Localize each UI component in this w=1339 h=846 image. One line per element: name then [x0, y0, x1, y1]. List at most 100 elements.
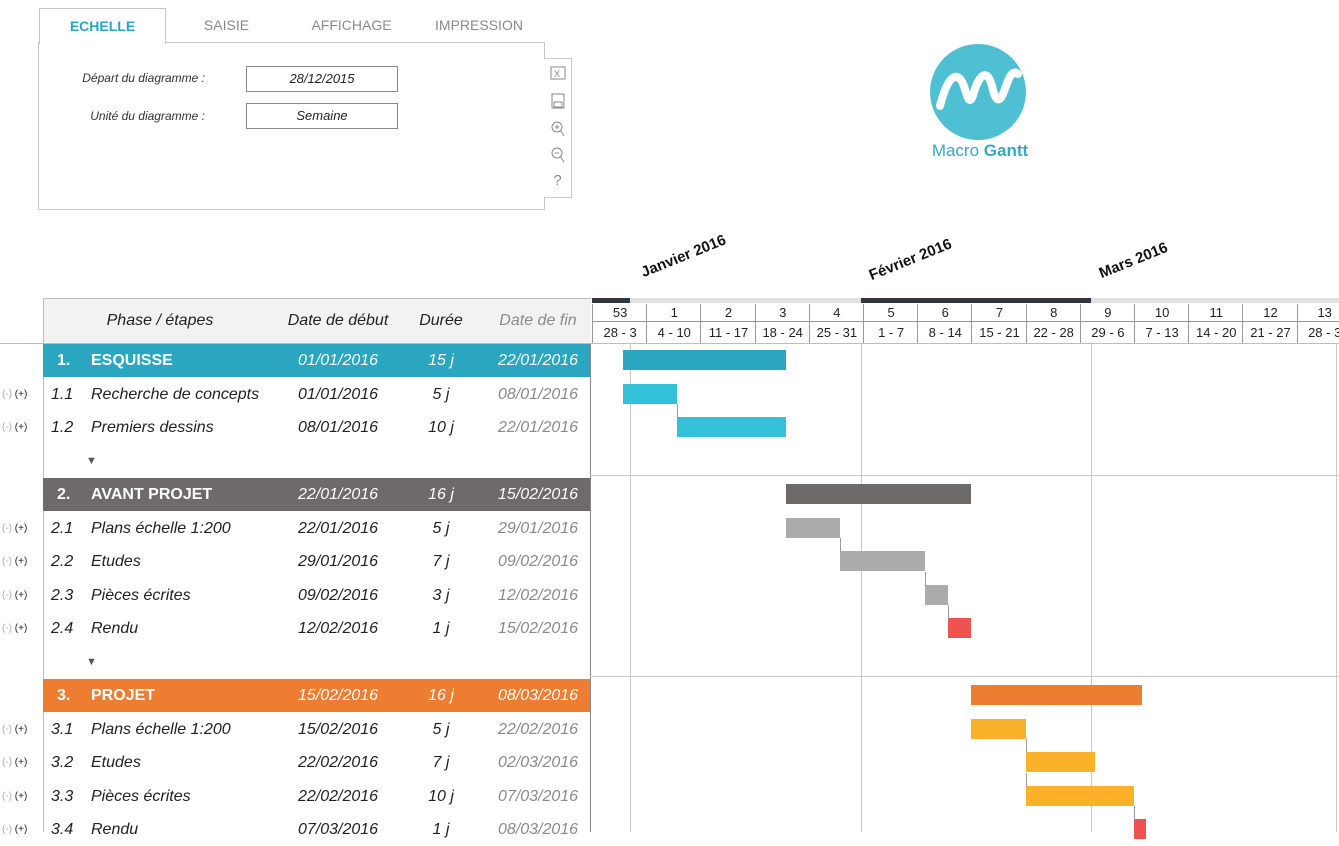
expand-toggle-icon[interactable]: ▼: [86, 655, 97, 668]
row-start-date: 12/02/2016: [297, 620, 379, 637]
task-bar[interactable]: [839, 551, 925, 571]
phase-bar[interactable]: [971, 685, 1142, 705]
start-date-field[interactable]: 28/12/2015: [246, 66, 398, 92]
logo-wordmark: Macro Gantt: [931, 141, 1029, 160]
row-controls[interactable]: (-) (+): [2, 612, 40, 645]
row-name: Recherche de concepts: [91, 385, 260, 403]
collapse-icon[interactable]: (-): [2, 824, 12, 835]
task-row[interactable]: 3.4 Rendu 07/03/2016 1 j 08/03/2016: [43, 813, 590, 846]
task-row[interactable]: 2.4 Rendu 12/02/2016 1 j 15/02/2016: [43, 612, 590, 645]
row-name: Plans échelle 1:200: [91, 720, 231, 738]
task-row[interactable]: 2.2 Etudes 29/01/2016 7 j 09/02/2016: [43, 545, 590, 578]
row-controls[interactable]: (-) (+): [2, 411, 40, 444]
phase-separator: [590, 676, 1339, 677]
phase-row[interactable]: 3. PROJET 15/02/2016 16 j 08/03/2016: [43, 679, 590, 712]
expand-toggle-icon[interactable]: ▼: [86, 454, 97, 467]
collapse-icon[interactable]: (-): [2, 422, 12, 433]
row-start-date: 15/02/2016: [297, 720, 379, 738]
col-header-duration: Durée: [419, 312, 463, 329]
dependency-connector: [948, 605, 950, 619]
zoom-out-icon[interactable]: [544, 146, 571, 169]
week-range: 8 - 14: [928, 325, 962, 340]
row-end-date: 12/02/2016: [497, 586, 579, 604]
task-bar[interactable]: [677, 417, 786, 437]
week-column-header: 5 1 - 7: [863, 304, 919, 344]
task-bar[interactable]: [1134, 819, 1146, 839]
task-row[interactable]: 2.1 Plans échelle 1:200 22/01/2016 5 j 29/01…: [43, 512, 590, 545]
row-controls[interactable]: (-) (+): [2, 713, 40, 746]
tab-affichage[interactable]: AFFICHAGE: [311, 17, 392, 33]
expand-icon[interactable]: (+): [12, 723, 28, 735]
task-bar[interactable]: [948, 618, 972, 638]
expand-icon[interactable]: (+): [12, 824, 28, 835]
collapse-icon[interactable]: (-): [2, 723, 12, 735]
dependency-connector: [1134, 806, 1135, 820]
row-number: 2.4: [51, 620, 74, 637]
phase-row[interactable]: 1. ESQUISSE 01/01/2016 15 j 22/01/2016: [43, 344, 590, 377]
row-controls[interactable]: (-) (+): [2, 780, 40, 813]
week-number: 6: [918, 304, 973, 322]
tab-impression[interactable]: IMPRESSION: [435, 17, 523, 33]
week-number: 8: [1026, 304, 1081, 322]
task-bar[interactable]: [1025, 752, 1096, 772]
phase-row[interactable]: 2. AVANT PROJET 22/01/2016 16 j 15/02/2016: [43, 478, 590, 511]
week-range: 29 - 6: [1091, 325, 1125, 340]
task-row[interactable]: 3.3 Pièces écrites 22/02/2016 10 j 07/03/201…: [43, 780, 590, 813]
excel-icon[interactable]: X: [544, 65, 571, 86]
help-icon[interactable]: ?: [553, 172, 562, 189]
task-row[interactable]: 1.2 Premiers dessins 08/01/2016 10 j 22/01/2…: [43, 411, 590, 444]
week-number: 2: [701, 304, 756, 322]
expand-icon[interactable]: (+): [12, 623, 28, 634]
dependency-connector: [677, 404, 679, 418]
zoom-in-icon[interactable]: [544, 120, 571, 143]
collapse-icon[interactable]: (-): [2, 623, 12, 634]
row-controls[interactable]: (-) (+): [2, 746, 40, 779]
task-row[interactable]: 3.1 Plans échelle 1:200 15/02/2016 5 j 22/02…: [43, 713, 590, 746]
row-start-date: 08/01/2016: [297, 419, 379, 436]
task-bar[interactable]: [785, 517, 840, 538]
tab-saisie[interactable]: SAISIE: [203, 17, 250, 33]
task-bar[interactable]: [622, 383, 678, 404]
save-icon[interactable]: [544, 93, 571, 114]
collapse-icon[interactable]: (-): [2, 388, 12, 400]
expand-icon[interactable]: (+): [12, 522, 28, 534]
row-duration: 7 j: [432, 553, 450, 570]
expand-icon[interactable]: (+): [12, 589, 28, 601]
expand-icon[interactable]: (+): [12, 388, 28, 400]
tab-echelle[interactable]: ECHELLE: [39, 8, 166, 44]
task-row[interactable]: 3.2 Etudes 22/02/2016 7 j 02/03/2016: [43, 746, 590, 779]
row-duration: 1 j: [432, 821, 450, 838]
expand-icon[interactable]: (+): [12, 556, 28, 567]
expand-icon[interactable]: (+): [12, 790, 28, 802]
row-end-date: 02/03/2016: [497, 754, 579, 771]
task-row[interactable]: 1.1 Recherche de concepts 01/01/2016 5 j 08/…: [43, 378, 590, 411]
task-bar[interactable]: [924, 584, 949, 605]
collapse-icon[interactable]: (-): [2, 790, 12, 802]
task-bar[interactable]: [1025, 785, 1134, 806]
week-column-header: 12 21 - 27: [1242, 304, 1298, 344]
row-controls[interactable]: (-) (+): [2, 512, 40, 545]
collapse-icon[interactable]: (-): [2, 757, 12, 768]
collapse-icon[interactable]: (-): [2, 522, 12, 534]
row-controls[interactable]: (-) (+): [2, 378, 40, 411]
row-controls[interactable]: (-) (+): [2, 579, 40, 612]
expand-icon[interactable]: (+): [12, 422, 28, 433]
week-column-header: 4 25 - 31: [808, 304, 864, 344]
expand-icon[interactable]: (+): [12, 757, 28, 768]
task-row[interactable]: 2.3 Pièces écrites 09/02/2016 3 j 12/02/2016: [43, 579, 590, 612]
row-number: 2.1: [51, 519, 74, 537]
table-gantt-divider: [590, 344, 591, 832]
phase-bar[interactable]: [622, 350, 786, 370]
task-bar[interactable]: [971, 718, 1026, 739]
row-controls[interactable]: (-) (+): [2, 813, 40, 846]
row-name: Rendu: [91, 620, 139, 637]
row-end-date: 29/01/2016: [497, 519, 579, 537]
week-range: 18 - 24: [762, 325, 803, 340]
phase-bar[interactable]: [785, 484, 972, 504]
row-number: 1.: [57, 352, 71, 369]
collapse-icon[interactable]: (-): [2, 589, 12, 601]
dependency-connector: [924, 571, 926, 586]
unit-field[interactable]: Semaine: [246, 103, 398, 129]
row-controls[interactable]: (-) (+): [2, 545, 40, 578]
collapse-icon[interactable]: (-): [2, 556, 12, 567]
